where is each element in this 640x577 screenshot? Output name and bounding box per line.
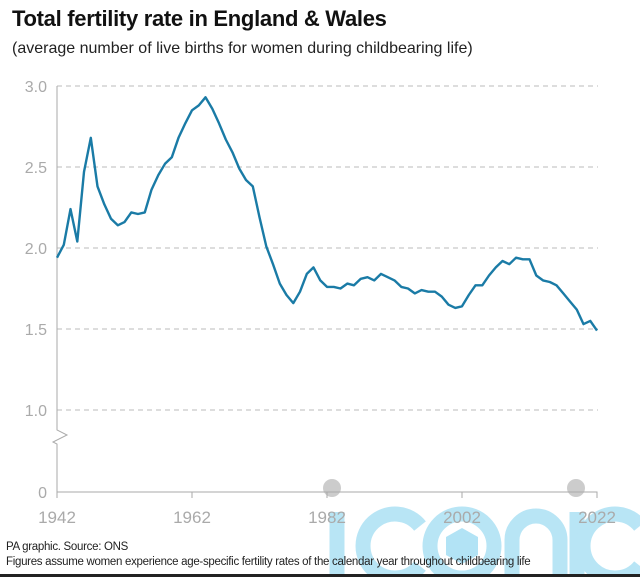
x-tick-label: 2002: [443, 508, 481, 527]
chart-title: Total fertility rate in England & Wales: [12, 6, 387, 31]
watermark-letters: [329, 506, 640, 577]
y-tick-label: 0: [38, 485, 47, 502]
iconic-watermark-logo: [323, 479, 640, 577]
y-tick-label: 2.5: [25, 160, 47, 177]
y-tick-label: 2.0: [25, 241, 47, 258]
x-axis: 1942 1962 1982 2002 2022: [38, 492, 616, 527]
y-tick-label: 1.5: [25, 322, 47, 339]
x-tick-label: 1982: [308, 508, 346, 527]
y-tick-label: 1.0: [25, 403, 47, 420]
watermark-hexagon: [446, 528, 478, 564]
bottom-border: [0, 574, 640, 577]
series-line: [55, 96, 598, 332]
y-axis: 0 1.0 1.5 2.0 2.5 3.0: [25, 79, 598, 502]
grid: [57, 85, 598, 411]
x-tick-label: 1942: [38, 508, 76, 527]
chart-subtitle: (average number of live births for women…: [12, 40, 473, 57]
watermark-dot: [323, 479, 341, 497]
y-tick-label: 3.0: [25, 79, 47, 96]
watermark-dot: [567, 479, 585, 497]
x-tick-label: 2022: [578, 508, 616, 527]
axis-lines: [51, 86, 598, 498]
x-tick-label: 1962: [173, 508, 211, 527]
data-points: [56, 97, 598, 331]
methodology-note: Figures assume women experience age-spec…: [6, 556, 531, 568]
source-note: PA graphic. Source: ONS: [6, 541, 129, 553]
